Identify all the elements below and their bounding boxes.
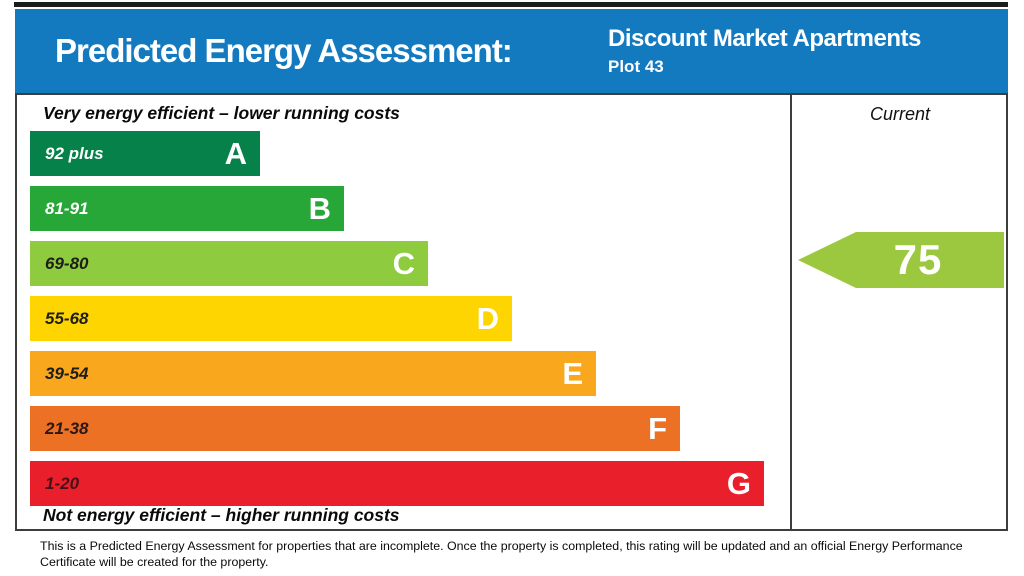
bottom-caption: Not energy efficient – higher running co… [43,505,400,525]
epc-band-row-e: 39-54 E [30,351,596,396]
epc-rating-chart: Very energy efficient – lower running co… [15,93,1008,531]
band-letter: B [308,191,331,226]
top-caption: Very energy efficient – lower running co… [43,103,400,123]
epc-band-row-a: 92 plus A [30,131,260,176]
current-rating-column: Current 75 [792,95,1008,529]
band-range-label: 69-80 [45,253,89,273]
property-info: Discount Market Apartments Plot 43 [608,25,921,76]
top-rule-line [14,2,1008,7]
band-letter: E [562,356,583,391]
band-letter: A [224,136,247,171]
band-range-label: 1-20 [45,473,80,493]
band-letter: D [476,301,499,336]
current-column-header: Current [869,104,931,124]
page-title: Predicted Energy Assessment: [55,32,513,69]
header-banner: Predicted Energy Assessment: Discount Ma… [15,9,1008,93]
property-name: Discount Market Apartments [608,25,921,52]
epc-band-row-c: 69-80 C [30,241,428,286]
epc-band-row-g: 1-20 G [30,461,764,506]
band-range-label: 92 plus [45,143,104,163]
band-range-label: 55-68 [45,308,89,328]
band-letter: G [726,466,751,501]
band-range-label: 39-54 [45,363,89,383]
epc-bands: 92 plus A 81-91 B 69-80 C 55-68 D 39-54 E 21-38 F 1-… [30,131,764,516]
plot-number: Plot 43 [608,56,664,76]
disclaimer-text: This is a Predicted Energy Assessment fo… [40,539,963,570]
epc-bands-column: Very energy efficient – lower running co… [17,95,792,529]
epc-band-row-f: 21-38 F [30,406,680,451]
current-rating-value: 75 [893,236,943,283]
current-rating-arrow: 75 [798,232,1004,288]
band-letter: C [392,246,415,281]
band-range-label: 21-38 [45,418,89,438]
band-letter: F [648,411,667,446]
band-range-label: 81-91 [45,198,89,218]
epc-band-row-d: 55-68 D [30,296,512,341]
epc-band-row-b: 81-91 B [30,186,344,231]
